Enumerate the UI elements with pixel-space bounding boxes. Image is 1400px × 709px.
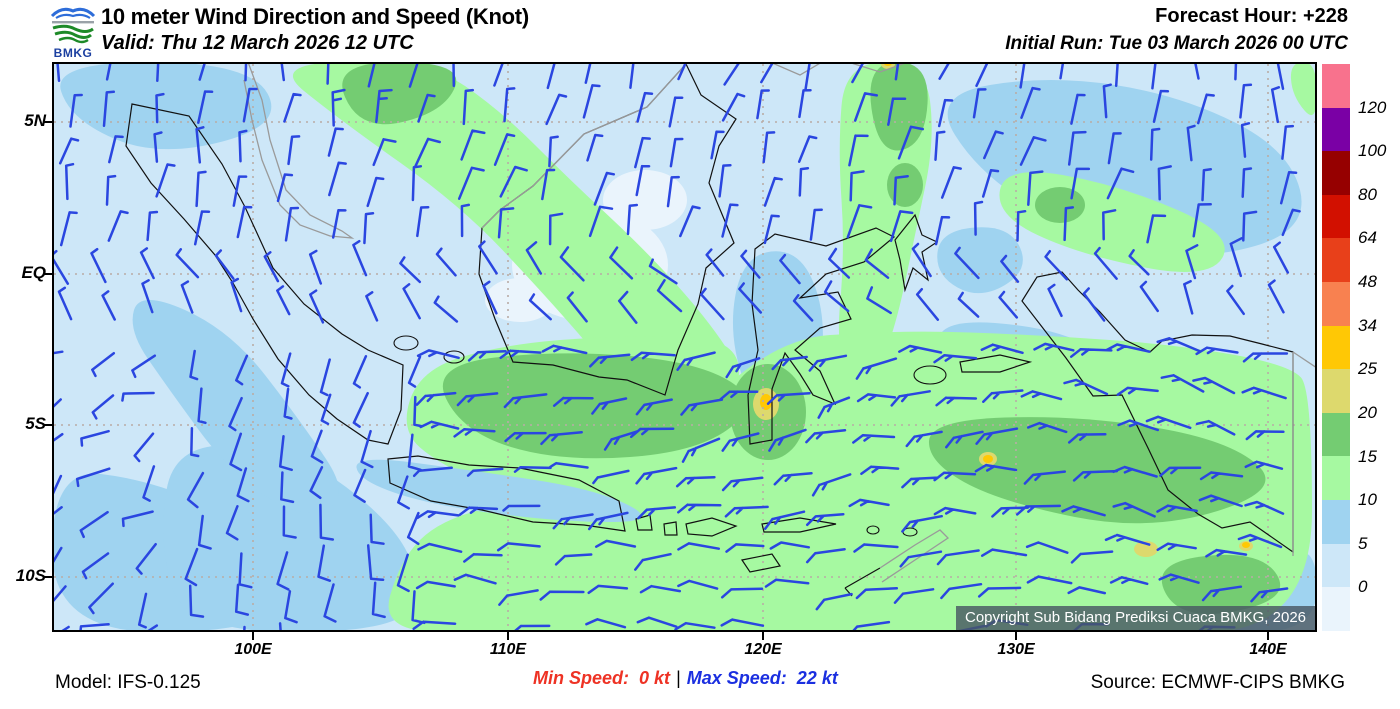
lat-axis-tick — [44, 121, 52, 123]
lon-axis-tick — [507, 632, 509, 640]
legend-tick-label: 120 — [1358, 97, 1387, 117]
legend-tick-label: 64 — [1358, 228, 1377, 248]
model-label: Model: IFS-0.125 — [55, 672, 201, 693]
speed-region — [356, 459, 642, 522]
legend-tick-label: 34 — [1358, 315, 1377, 335]
speed-summary: Min Speed: 0 kt | Max Speed: 22 kt — [533, 668, 838, 689]
lon-axis-label: 100E — [234, 641, 272, 658]
legend-tick-label: 10 — [1358, 490, 1377, 510]
forecast-hour: Forecast Hour: +228 — [1155, 5, 1348, 27]
lat-axis-tick — [44, 424, 52, 426]
speed-spot — [760, 394, 772, 410]
lon-axis-tick — [1267, 632, 1269, 640]
legend-swatch — [1322, 500, 1350, 544]
bmkg-logo-text: BMKG — [53, 46, 93, 60]
wind-map: Copyright Sub Bidang Prediksi Cuaca BMKG… — [52, 62, 1317, 632]
speed-region — [163, 445, 416, 630]
bmkg-logo-icon — [50, 7, 96, 44]
legend-swatch — [1322, 282, 1350, 326]
legend-swatch — [1322, 194, 1350, 239]
lon-axis-tick — [1015, 632, 1017, 640]
legend-swatch — [1322, 587, 1350, 631]
initial-run: Initial Run: Tue 03 March 2026 00 UTC — [1005, 33, 1348, 54]
speed-separator: | — [676, 668, 681, 688]
island-outline — [913, 365, 947, 385]
legend-tick-label: 100 — [1358, 141, 1387, 161]
speed-region — [132, 300, 339, 513]
max-speed-label: Max Speed: — [686, 668, 787, 688]
valid-datetime: Valid: Thu 12 March 2026 12 UTC — [101, 32, 414, 54]
legend-tick-label: 20 — [1358, 402, 1377, 422]
legend-tick-label: 48 — [1358, 272, 1377, 292]
legend-swatch — [1322, 543, 1350, 588]
copyright-overlay: Copyright Sub Bidang Prediksi Cuaca BMKG… — [955, 606, 1315, 630]
lat-axis-label: 5N — [24, 111, 46, 130]
max-speed-value: 22 kt — [796, 668, 838, 688]
bmkg-logo: BMKG — [48, 2, 98, 60]
speed-region — [1290, 64, 1315, 115]
legend-swatch — [1322, 456, 1350, 501]
legend-swatch — [1322, 412, 1350, 457]
lat-axis-label: 5S — [25, 414, 46, 433]
lat-axis-label: EQ — [21, 263, 46, 282]
min-speed-label: Min Speed: — [533, 668, 630, 688]
legend-swatch — [1322, 107, 1350, 152]
legend-tick-label: 80 — [1358, 184, 1377, 204]
source-label: Source: ECMWF-CIPS BMKG — [1090, 672, 1345, 693]
lon-axis-label: 130E — [997, 641, 1035, 658]
map-canvas — [54, 64, 1315, 630]
lat-axis-tick — [44, 576, 52, 578]
color-legend — [1322, 64, 1350, 631]
speed-spot — [485, 278, 555, 322]
speed-spot — [1242, 542, 1250, 548]
lon-axis-label: 110E — [489, 641, 527, 658]
lon-axis-label: 140E — [1249, 641, 1287, 658]
speed-region — [947, 80, 1302, 255]
speed-spot — [884, 64, 892, 66]
speed-spot — [603, 170, 687, 230]
legend-tick-label: 5 — [1358, 533, 1368, 553]
speed-region — [388, 331, 1312, 630]
wind-barbs-layer — [54, 64, 1301, 630]
legend-swatch — [1322, 369, 1350, 413]
legend-tick-label: 0 — [1358, 577, 1368, 597]
speed-region — [928, 417, 1266, 524]
speed-spot — [887, 163, 923, 207]
speed-spot — [1035, 187, 1085, 223]
lat-axis-label: 10S — [15, 566, 46, 585]
speed-region — [60, 64, 272, 150]
foreign-coastlines-layer — [243, 64, 1315, 583]
legend-swatch — [1322, 151, 1350, 195]
speed-spot — [1134, 541, 1158, 557]
legend-tick-label: 25 — [1358, 359, 1377, 379]
speed-region — [870, 64, 928, 151]
lon-axis-tick — [762, 632, 764, 640]
legend-swatch — [1322, 238, 1350, 283]
page-title: 10 meter Wind Direction and Speed (Knot) — [101, 4, 529, 29]
min-speed-value: 0 kt — [639, 668, 671, 688]
speed-region — [937, 227, 1023, 294]
island-outline — [443, 350, 465, 364]
legend-swatch — [1322, 64, 1350, 108]
legend-tick-label: 15 — [1358, 446, 1377, 466]
speed-spot — [983, 455, 993, 463]
island-outline — [866, 525, 880, 535]
gridlines-layer — [54, 64, 1315, 630]
lon-axis-label: 120E — [744, 641, 782, 658]
lat-axis-tick — [44, 273, 52, 275]
island-outline — [393, 335, 419, 351]
legend-swatch — [1322, 325, 1350, 370]
speed-region — [1161, 554, 1281, 614]
lon-axis-tick — [252, 632, 254, 640]
